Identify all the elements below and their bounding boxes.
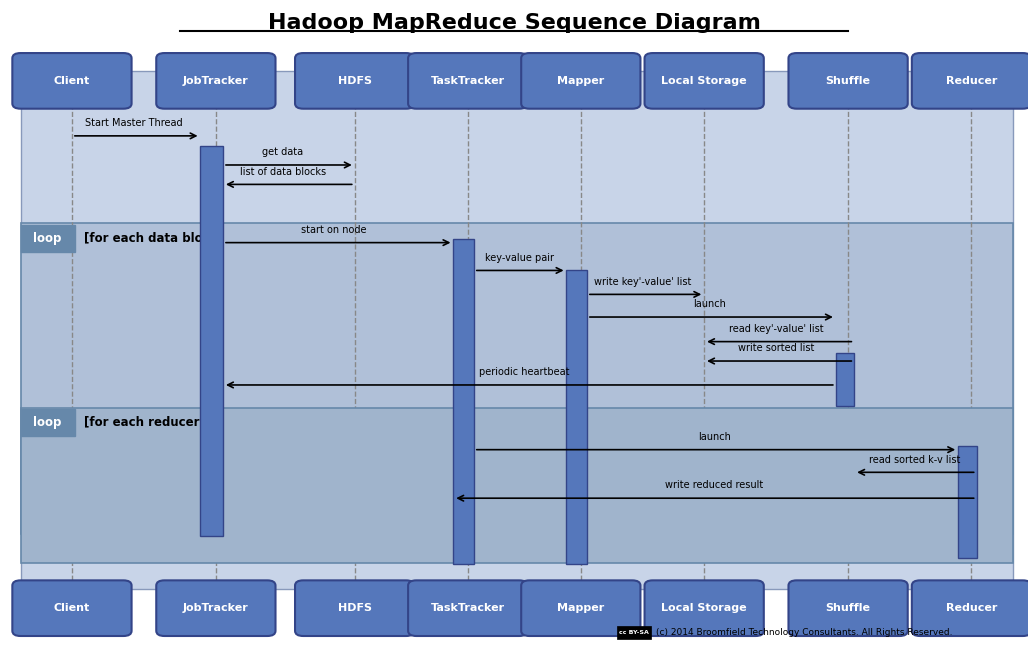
FancyBboxPatch shape [295, 580, 414, 636]
Text: [for each reducer]: [for each reducer] [84, 415, 206, 428]
Text: Client: Client [53, 603, 90, 613]
Text: read key'-value' list: read key'-value' list [729, 324, 823, 334]
FancyBboxPatch shape [21, 409, 75, 436]
FancyBboxPatch shape [453, 239, 474, 564]
Text: write sorted list: write sorted list [738, 344, 814, 353]
FancyBboxPatch shape [21, 408, 1013, 563]
Text: loop: loop [33, 416, 62, 429]
Text: launch: launch [698, 432, 731, 442]
FancyBboxPatch shape [645, 53, 764, 109]
Text: Reducer: Reducer [946, 76, 997, 86]
Text: start on node: start on node [301, 225, 367, 235]
Text: TaskTracker: TaskTracker [431, 603, 505, 613]
Text: cc BY-SA: cc BY-SA [619, 630, 649, 635]
FancyBboxPatch shape [645, 580, 764, 636]
Text: [for each data block]: [for each data block] [84, 231, 223, 244]
Text: (c) 2014 Broomfield Technology Consultants. All Rights Reserved.: (c) 2014 Broomfield Technology Consultan… [656, 628, 952, 637]
Text: Mapper: Mapper [557, 76, 604, 86]
FancyBboxPatch shape [295, 53, 414, 109]
FancyBboxPatch shape [566, 270, 587, 564]
Text: launch: launch [693, 300, 726, 309]
FancyBboxPatch shape [836, 353, 854, 406]
Text: loop: loop [33, 232, 62, 245]
Text: HDFS: HDFS [337, 603, 372, 613]
FancyBboxPatch shape [912, 580, 1028, 636]
FancyBboxPatch shape [21, 223, 1013, 534]
Text: Local Storage: Local Storage [661, 76, 747, 86]
FancyBboxPatch shape [912, 53, 1028, 109]
Text: Local Storage: Local Storage [661, 603, 747, 613]
FancyBboxPatch shape [21, 71, 1013, 589]
Text: Hadoop MapReduce Sequence Diagram: Hadoop MapReduce Sequence Diagram [267, 13, 761, 32]
Text: Client: Client [53, 76, 90, 86]
FancyBboxPatch shape [12, 53, 132, 109]
FancyBboxPatch shape [21, 225, 75, 252]
Text: Mapper: Mapper [557, 603, 604, 613]
Text: Reducer: Reducer [946, 603, 997, 613]
Text: periodic heartbeat: periodic heartbeat [479, 367, 570, 377]
Text: get data: get data [262, 148, 303, 157]
FancyBboxPatch shape [12, 580, 132, 636]
Text: list of data blocks: list of data blocks [240, 167, 326, 177]
FancyBboxPatch shape [156, 53, 276, 109]
Text: JobTracker: JobTracker [183, 603, 249, 613]
Text: write key'-value' list: write key'-value' list [594, 277, 691, 287]
FancyBboxPatch shape [521, 580, 640, 636]
FancyBboxPatch shape [200, 146, 223, 536]
FancyBboxPatch shape [958, 446, 977, 558]
FancyBboxPatch shape [521, 53, 640, 109]
Text: key-value pair: key-value pair [484, 253, 554, 263]
Text: read sorted k-v list: read sorted k-v list [870, 455, 960, 465]
Text: Shuffle: Shuffle [825, 76, 871, 86]
FancyBboxPatch shape [408, 53, 527, 109]
Text: JobTracker: JobTracker [183, 76, 249, 86]
Text: Shuffle: Shuffle [825, 603, 871, 613]
FancyBboxPatch shape [156, 580, 276, 636]
FancyBboxPatch shape [788, 53, 908, 109]
FancyBboxPatch shape [408, 580, 527, 636]
Text: TaskTracker: TaskTracker [431, 76, 505, 86]
FancyBboxPatch shape [788, 580, 908, 636]
Text: write reduced result: write reduced result [665, 481, 764, 490]
FancyBboxPatch shape [617, 626, 651, 639]
Text: HDFS: HDFS [337, 76, 372, 86]
Text: Start Master Thread: Start Master Thread [85, 118, 182, 128]
